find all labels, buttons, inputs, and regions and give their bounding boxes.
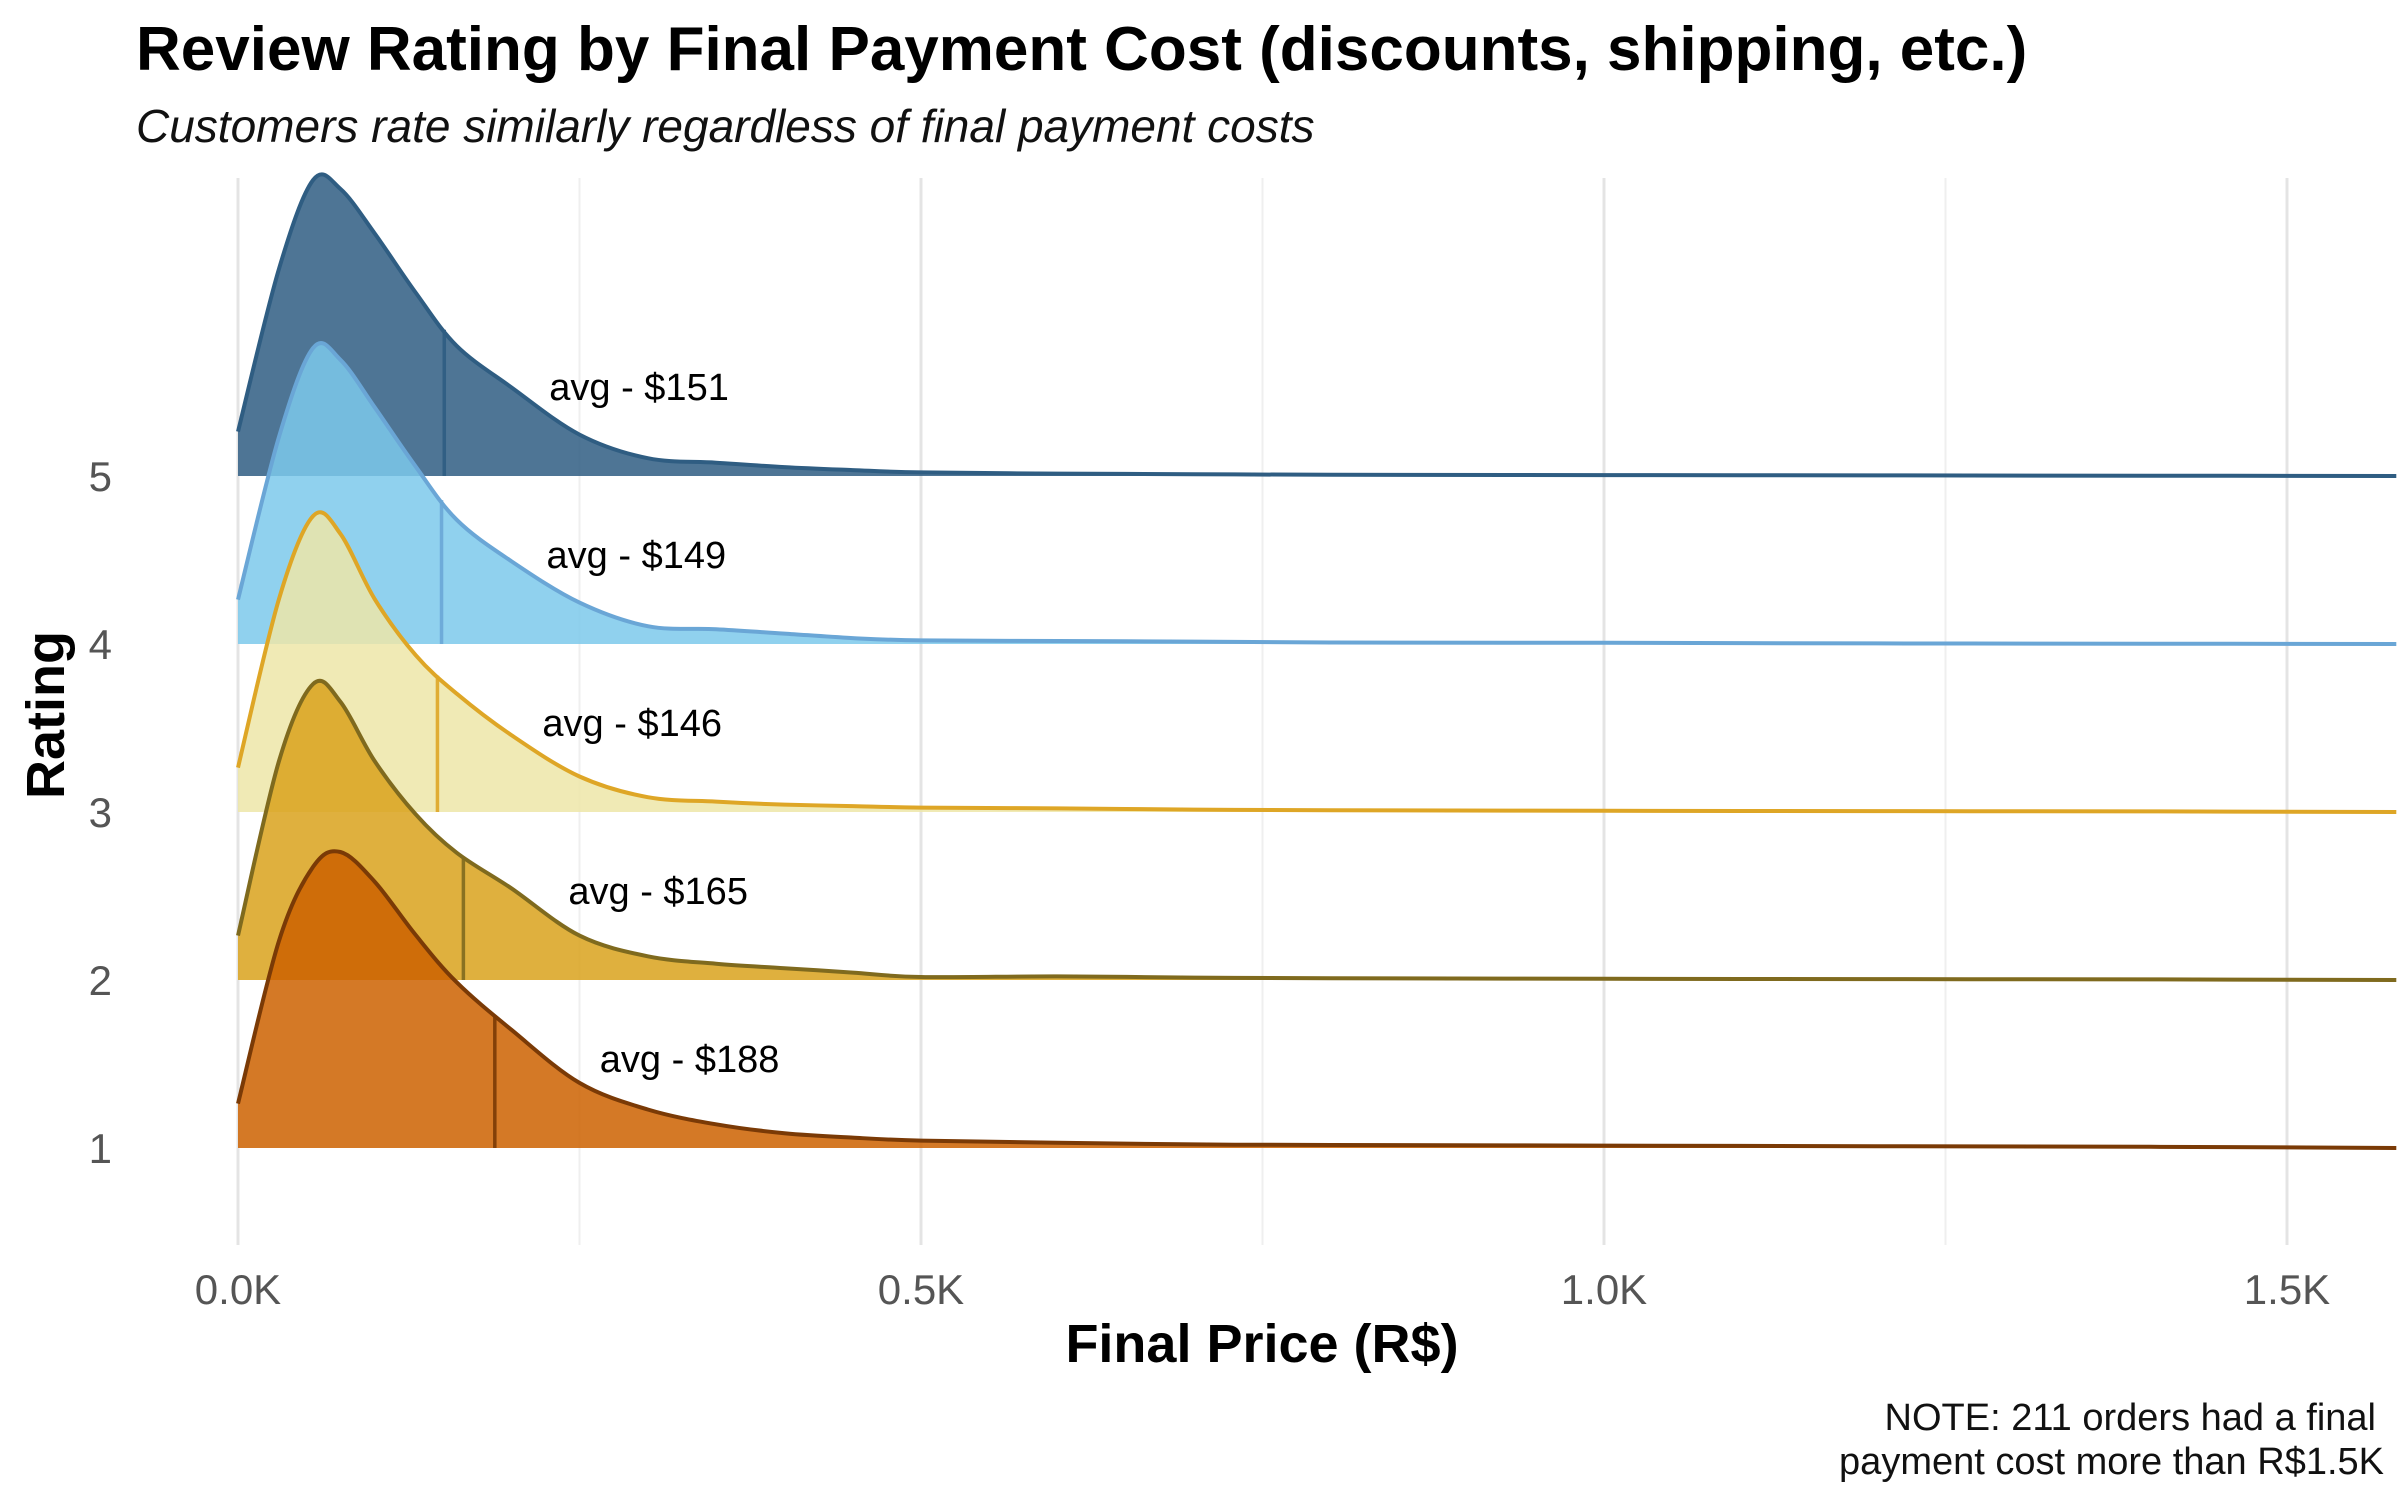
- ridge-line-1: [236, 849, 2397, 1150]
- ridge-fill-3: [238, 512, 2397, 812]
- y-tick-4: 4: [89, 621, 112, 668]
- ridge-line-2: [236, 678, 2397, 982]
- ridge-rating-5: [236, 172, 2397, 478]
- ridge-rating-3: [236, 510, 2397, 814]
- avg-label-5: avg - $151: [549, 367, 729, 409]
- ridge-fill-4: [238, 343, 2397, 644]
- avg-label-2: avg - $165: [568, 871, 748, 913]
- avg-label-4: avg - $149: [547, 535, 727, 577]
- ridges: [236, 172, 2397, 1150]
- x-tick-label: 1.0K: [1561, 1266, 1647, 1313]
- note-line-1: NOTE: 211 orders had a final: [1885, 1397, 2376, 1439]
- y-tick-2: 2: [89, 957, 112, 1004]
- avg-label-1: avg - $188: [600, 1039, 780, 1081]
- avg-annotations: avg - $151 avg - $149 avg - $146 avg - $165…: [542, 367, 779, 1081]
- ridge-line-4: [236, 341, 2397, 646]
- y-tick-1: 1: [89, 1125, 112, 1172]
- ridge-fill-2: [238, 680, 2397, 980]
- y-axis-label: Rating: [16, 631, 76, 799]
- x-tick-label: 1.5K: [2244, 1266, 2330, 1313]
- x-tick-label: 0.5K: [878, 1266, 964, 1313]
- note-line-2: payment cost more than R$1.5K: [1839, 1441, 2384, 1483]
- x-axis-ticks: 0.0K 0.5K 1.0K 1.5K: [195, 1266, 2330, 1313]
- avg-label-3: avg - $146: [542, 703, 722, 745]
- y-tick-3: 3: [89, 789, 112, 836]
- ridge-line-3: [236, 510, 2397, 814]
- x-tick-label: 0.0K: [195, 1266, 281, 1313]
- ridge-rating-4: [236, 341, 2397, 646]
- grid-lines: [236, 178, 2289, 1245]
- ridge-rating-2: [236, 678, 2397, 982]
- chart-subtitle: Customers rate similarly regardless of f…: [136, 100, 1315, 152]
- ridge-fill-1: [238, 851, 2397, 1148]
- x-axis-label: Final Price (R$): [1065, 1314, 1458, 1374]
- y-tick-5: 5: [89, 453, 112, 500]
- ridge-rating-1: [236, 849, 2397, 1150]
- ridge-line-5: [236, 172, 2397, 478]
- ridge-fill-5: [238, 174, 2397, 476]
- chart-title: Review Rating by Final Payment Cost (dis…: [136, 15, 2027, 84]
- y-axis-ticks: 5 4 3 2 1: [89, 453, 112, 1172]
